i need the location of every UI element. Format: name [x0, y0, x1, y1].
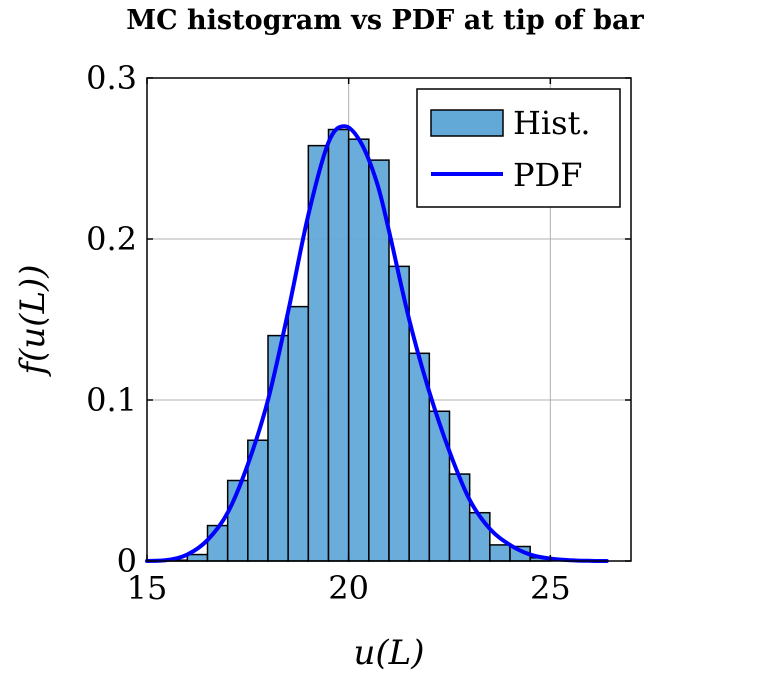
x-tick-label: 25 — [530, 569, 571, 607]
x-tick-label: 20 — [328, 569, 369, 607]
x-axis-label: u(L) — [353, 633, 424, 673]
y-tick-label: 0 — [117, 542, 137, 580]
y-tick-label: 0.1 — [86, 381, 137, 419]
histogram-bar — [347, 138, 370, 562]
histogram-bar — [287, 305, 310, 562]
histogram-bar — [267, 334, 289, 562]
legend-swatch-hist — [430, 109, 504, 137]
y-axis-label: f(u(L)) — [13, 264, 53, 377]
legend: Hist. PDF — [416, 88, 621, 208]
y-tick-label: 0.3 — [86, 59, 137, 97]
legend-label-pdf: PDF — [513, 156, 582, 194]
pdf-series — [145, 124, 609, 563]
histogram-bar — [428, 410, 451, 562]
histogram-bar — [327, 128, 350, 562]
legend-label-hist: Hist. — [513, 104, 591, 142]
histogram-bar — [468, 511, 491, 562]
x-tick-label: 15 — [127, 569, 168, 607]
histogram-bar — [186, 553, 209, 562]
histogram-bar — [489, 544, 511, 562]
chart-title: MC histogram vs PDF at tip of bar — [126, 5, 644, 36]
pdf-line — [145, 124, 609, 563]
legend-box — [416, 88, 621, 208]
axis-ticks: 15 20 25 0 0.1 0.2 0.3 — [86, 59, 631, 607]
histogram-bar — [448, 473, 471, 562]
plot-frame — [146, 77, 632, 562]
y-tick-label: 0.2 — [86, 220, 137, 258]
